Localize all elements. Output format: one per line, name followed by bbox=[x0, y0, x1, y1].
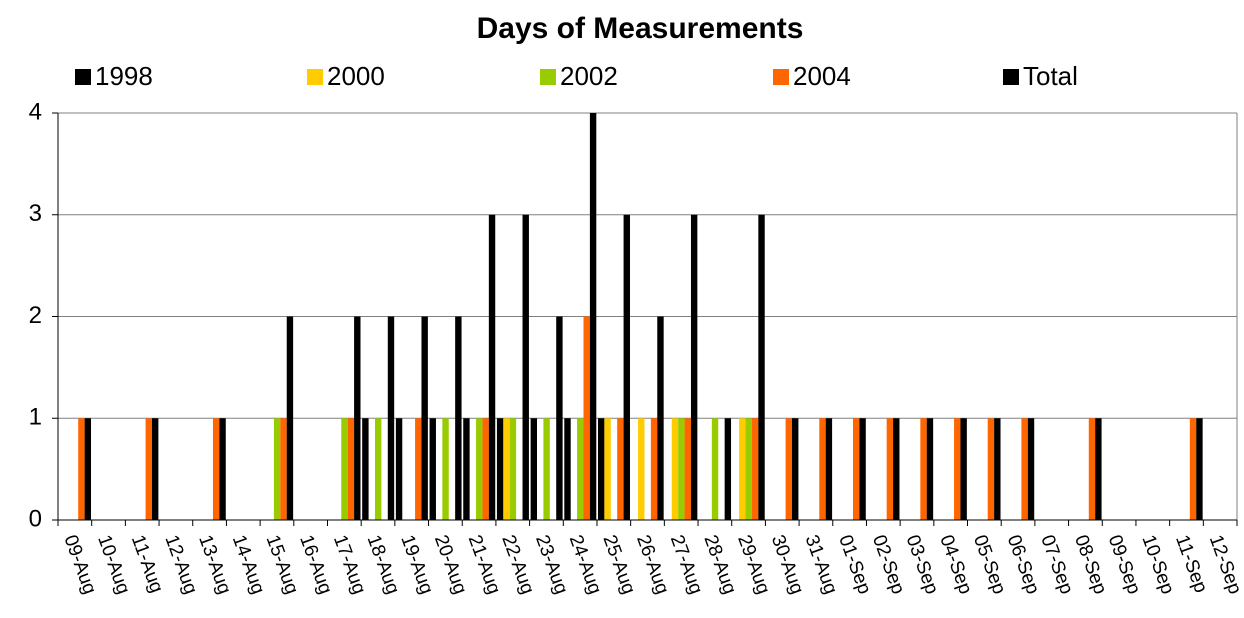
bar bbox=[604, 418, 611, 520]
bar bbox=[395, 418, 403, 520]
bar bbox=[711, 418, 719, 520]
bar bbox=[415, 418, 422, 520]
legend-swatch bbox=[540, 69, 556, 85]
bar bbox=[739, 418, 746, 520]
bar bbox=[1196, 418, 1203, 520]
bar bbox=[347, 418, 355, 520]
bar bbox=[785, 418, 793, 520]
bar bbox=[455, 316, 462, 520]
bar bbox=[825, 418, 833, 520]
bar bbox=[1088, 418, 1096, 520]
legend-swatch bbox=[773, 69, 789, 85]
bar bbox=[421, 316, 428, 520]
bar bbox=[496, 418, 504, 520]
bar bbox=[564, 418, 571, 520]
bar bbox=[1027, 418, 1035, 520]
x-tick-label: 09-Aug bbox=[59, 532, 100, 597]
bar bbox=[583, 316, 590, 520]
bar bbox=[354, 316, 361, 520]
bar bbox=[503, 418, 510, 520]
bar bbox=[341, 418, 348, 520]
bar bbox=[819, 418, 826, 520]
bar bbox=[597, 418, 605, 520]
y-tick-label: 3 bbox=[29, 200, 42, 227]
legend-swatch bbox=[75, 69, 91, 85]
bar bbox=[751, 418, 759, 520]
bar bbox=[920, 418, 927, 520]
legend-label: 1998 bbox=[95, 61, 153, 91]
bar bbox=[577, 418, 584, 520]
bar bbox=[522, 214, 529, 520]
bar bbox=[954, 418, 961, 520]
bar bbox=[273, 418, 281, 520]
bar bbox=[362, 418, 369, 520]
bar bbox=[589, 113, 597, 520]
bar bbox=[852, 418, 860, 520]
legend-label: 2000 bbox=[327, 61, 385, 91]
y-tick-label: 4 bbox=[29, 98, 42, 125]
bar bbox=[442, 418, 449, 520]
bar bbox=[678, 418, 685, 520]
bar bbox=[482, 418, 489, 520]
legend-swatch bbox=[1003, 69, 1019, 85]
bar bbox=[886, 418, 894, 520]
chart-title: Days of Measurements bbox=[477, 12, 804, 45]
bar bbox=[509, 418, 517, 520]
bar bbox=[219, 418, 226, 520]
bar bbox=[476, 418, 483, 520]
bar bbox=[758, 214, 765, 520]
bar bbox=[684, 418, 691, 520]
bar bbox=[638, 418, 645, 520]
bar bbox=[690, 214, 698, 520]
bar bbox=[623, 214, 630, 520]
legend-label: 2004 bbox=[793, 61, 851, 91]
bar bbox=[145, 418, 152, 520]
y-tick-label: 2 bbox=[29, 302, 42, 329]
bar bbox=[745, 418, 752, 520]
bar bbox=[556, 316, 563, 520]
bar bbox=[859, 418, 866, 520]
legend-label: Total bbox=[1023, 61, 1078, 91]
bar bbox=[84, 418, 92, 520]
bar bbox=[960, 418, 967, 520]
legend-label: 2002 bbox=[560, 61, 618, 91]
y-tick-label: 0 bbox=[29, 505, 42, 532]
bar bbox=[280, 418, 287, 520]
bar bbox=[387, 316, 395, 520]
bar bbox=[650, 418, 658, 520]
bar bbox=[617, 418, 624, 520]
bar bbox=[926, 418, 934, 520]
bar bbox=[488, 214, 496, 520]
bar bbox=[530, 418, 538, 520]
bar bbox=[78, 418, 85, 520]
bar bbox=[429, 418, 436, 520]
bar bbox=[987, 418, 995, 520]
bar bbox=[893, 418, 900, 520]
bar bbox=[792, 418, 799, 520]
bar bbox=[671, 418, 679, 520]
bar bbox=[1021, 418, 1028, 520]
bar bbox=[212, 418, 220, 520]
bar bbox=[286, 316, 294, 520]
bar bbox=[374, 418, 382, 520]
bar bbox=[994, 418, 1001, 520]
bar bbox=[1095, 418, 1102, 520]
legend-swatch bbox=[307, 69, 323, 85]
bar bbox=[151, 418, 159, 520]
bar bbox=[543, 418, 550, 520]
y-tick-label: 1 bbox=[29, 404, 42, 431]
bar bbox=[724, 418, 732, 520]
bar bbox=[463, 418, 470, 520]
bar bbox=[657, 316, 664, 520]
bar bbox=[1189, 418, 1197, 520]
